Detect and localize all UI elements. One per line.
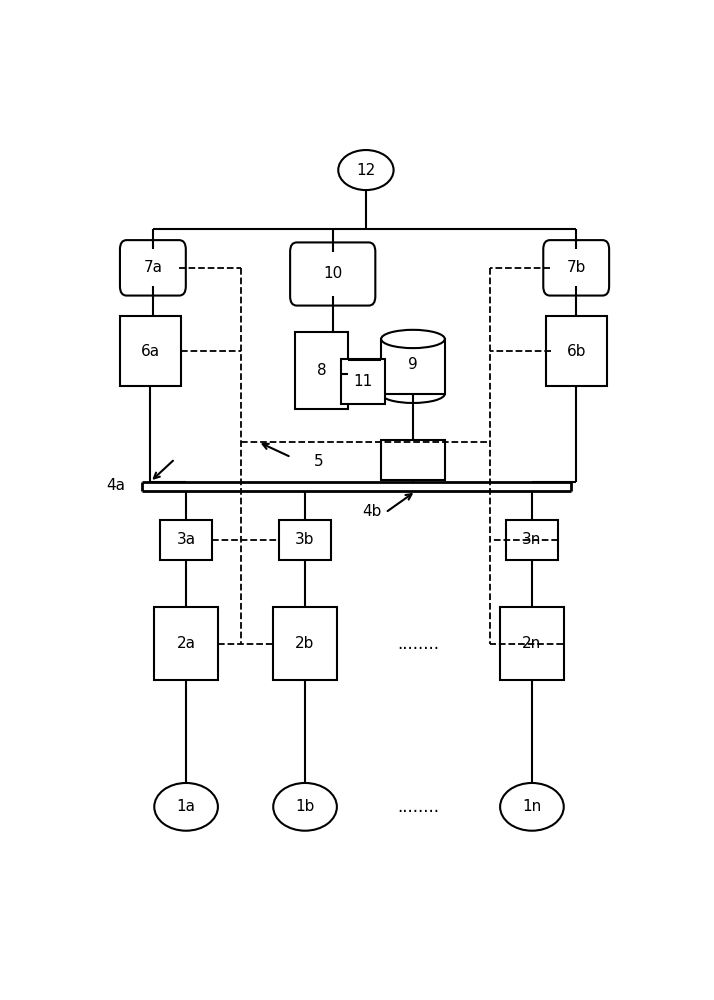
FancyBboxPatch shape [543, 240, 609, 296]
Bar [273, 607, 337, 680]
Text: 2b: 2b [296, 636, 315, 651]
Text: 7b: 7b [566, 260, 586, 275]
FancyBboxPatch shape [290, 242, 376, 306]
Text: 2a: 2a [176, 636, 196, 651]
Text: 10: 10 [323, 266, 342, 282]
Text: ........: ........ [398, 798, 440, 816]
Bar [296, 332, 348, 409]
Bar [381, 339, 445, 394]
Bar [160, 520, 212, 560]
Text: 3a: 3a [176, 532, 196, 547]
Text: 11: 11 [353, 374, 373, 389]
Text: 6b: 6b [566, 344, 586, 359]
Text: 7a: 7a [144, 260, 162, 275]
Bar [506, 520, 558, 560]
Text: 4a: 4a [106, 478, 126, 493]
Text: 1b: 1b [296, 799, 315, 814]
FancyBboxPatch shape [120, 240, 186, 296]
Ellipse shape [338, 150, 393, 190]
Ellipse shape [273, 783, 337, 831]
Bar [545, 316, 607, 386]
Bar [341, 359, 386, 404]
Ellipse shape [500, 783, 564, 831]
Text: 1n: 1n [523, 799, 541, 814]
Ellipse shape [154, 783, 218, 831]
Bar [120, 316, 181, 386]
Ellipse shape [381, 330, 445, 348]
Text: 4b: 4b [362, 504, 381, 519]
Text: 3n: 3n [522, 532, 542, 547]
Text: 8: 8 [317, 363, 326, 378]
Bar [154, 607, 218, 680]
Text: ........: ........ [398, 635, 440, 653]
Text: 2n: 2n [523, 636, 541, 651]
Bar [278, 520, 331, 560]
Text: 12: 12 [356, 163, 376, 178]
Text: 5: 5 [314, 454, 323, 469]
Text: 1a: 1a [176, 799, 196, 814]
Bar [500, 607, 564, 680]
Text: 3b: 3b [296, 532, 315, 547]
Text: 9: 9 [408, 357, 418, 372]
Bar [381, 440, 445, 480]
Text: 6a: 6a [141, 344, 160, 359]
